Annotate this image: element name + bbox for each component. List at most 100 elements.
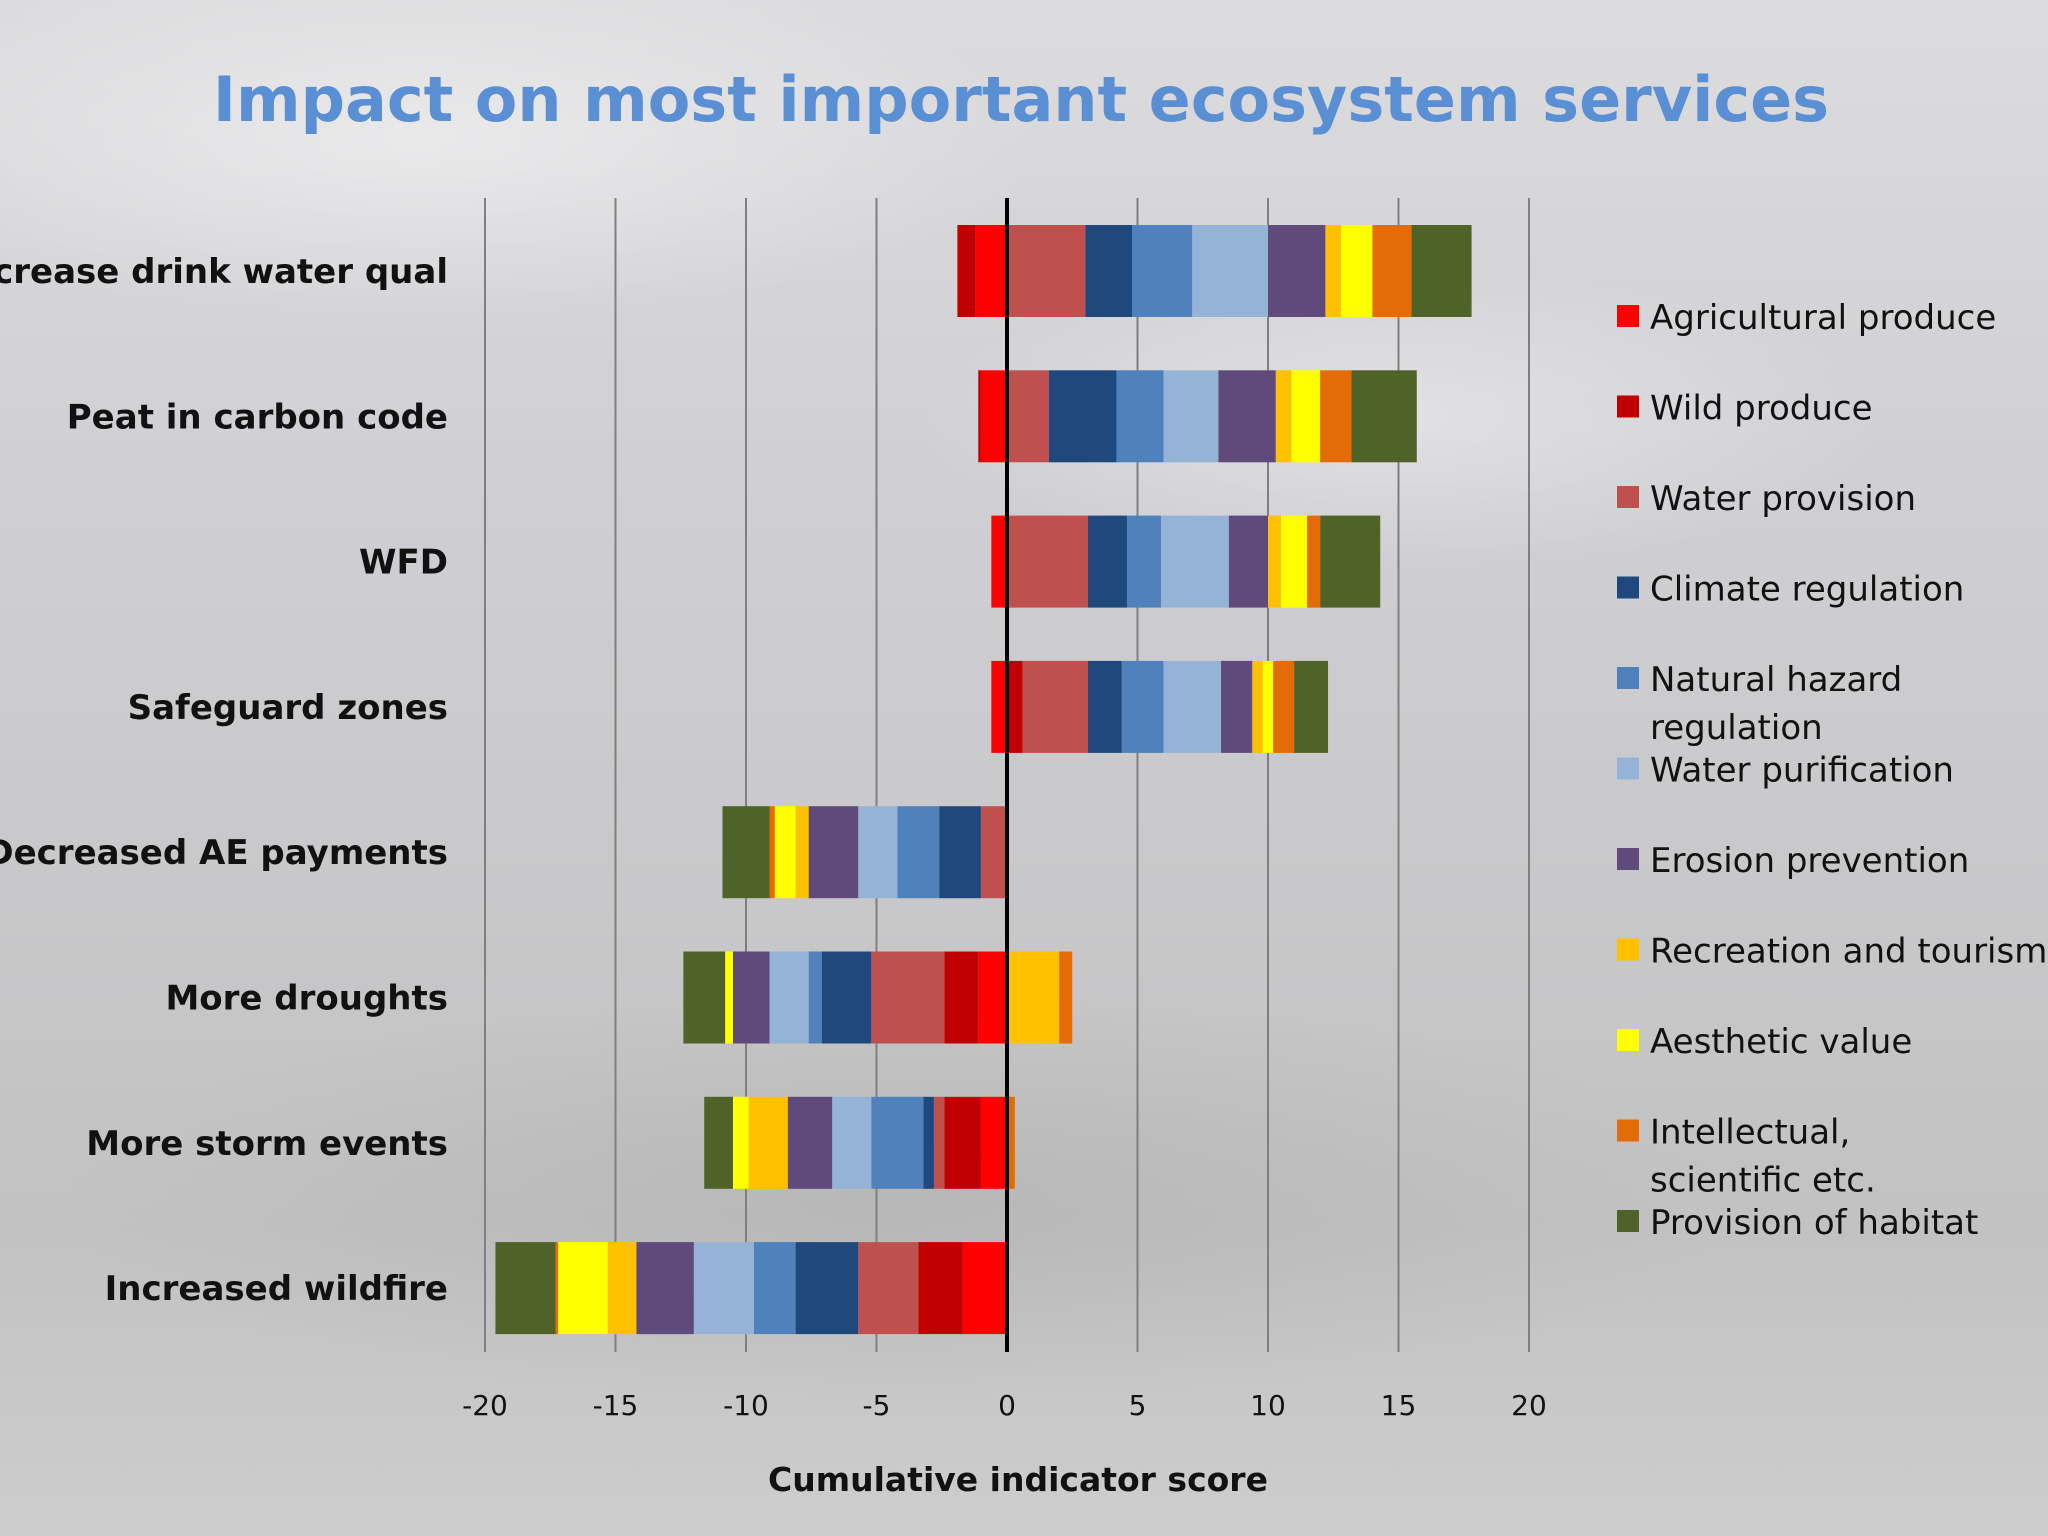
bar-segment	[978, 370, 981, 463]
bar-segment	[558, 1242, 608, 1335]
legend-swatch	[1617, 667, 1639, 689]
bar-segment	[774, 806, 796, 899]
bar-segment	[1411, 225, 1472, 317]
bar-segment	[769, 951, 809, 1044]
x-tick-label: -20	[462, 1389, 508, 1422]
bar-segment	[933, 1096, 945, 1189]
bar-segment	[923, 1096, 934, 1189]
bar-segment	[991, 660, 1007, 753]
x-tick-label: 0	[998, 1389, 1016, 1422]
bar-segment	[1275, 370, 1292, 463]
legend-swatch	[1617, 757, 1639, 780]
bar-segment	[704, 1096, 733, 1189]
bar-segment	[795, 806, 809, 899]
bar-segment	[1087, 515, 1128, 608]
bar-segment	[1007, 660, 1023, 753]
bar-segment	[1325, 225, 1342, 317]
bar-segment	[871, 1096, 924, 1189]
bar-segment	[1341, 225, 1373, 317]
category-label: Decreased AE payments	[0, 833, 448, 873]
bar-segment	[1059, 951, 1073, 1044]
x-tick-label: 20	[1511, 1389, 1547, 1422]
bar-segment	[1132, 225, 1193, 317]
x-tick-label: -10	[723, 1389, 769, 1422]
bar-segment	[722, 806, 770, 899]
bar-segment	[1121, 660, 1164, 753]
bar-segment	[748, 1096, 788, 1189]
legend-swatch	[1617, 486, 1639, 508]
legend: Agricultural produce Wild produce Water pr…	[1617, 298, 2047, 1243]
bar-segment	[1320, 515, 1381, 608]
x-tick-label: -5	[863, 1389, 891, 1422]
legend-entry: Intellectual, scientific etc.	[1650, 1113, 1876, 1201]
bar-segment	[1291, 370, 1321, 463]
bar-segment	[1351, 370, 1417, 463]
bar-segment	[1262, 660, 1274, 753]
bar-segment	[495, 1242, 556, 1335]
bar-segment	[1221, 660, 1253, 753]
bar-segment	[1127, 515, 1161, 608]
bar-segment	[787, 1096, 833, 1189]
bar-segment	[808, 806, 859, 899]
legend-entry: Water provision	[1650, 479, 1916, 519]
bar-segment	[980, 806, 1007, 899]
legend-entry: Agricultural produce	[1650, 298, 1996, 338]
category-label: Increased wildfire	[105, 1269, 448, 1309]
x-tick-labels: -20 -15 -10 -5 0 5 10 15 20	[462, 1389, 1547, 1422]
bar-segment	[725, 951, 733, 1044]
bar-segment	[1007, 370, 1049, 463]
bar-segment	[821, 951, 872, 1044]
x-tick-label: 10	[1250, 1389, 1286, 1422]
bar-segment	[1268, 515, 1282, 608]
bar-segment	[808, 951, 822, 1044]
legend-entry: Climate regulation	[1650, 570, 1964, 610]
legend-entry: Provision of habitat	[1650, 1203, 1978, 1243]
bar-segment	[607, 1242, 637, 1335]
bar-segment	[1228, 515, 1268, 608]
x-tick-label: -15	[593, 1389, 639, 1422]
category-label: More storm events	[86, 1124, 448, 1164]
legend-swatch	[1617, 1029, 1639, 1051]
x-tick-label: 15	[1381, 1389, 1417, 1422]
category-label: Increase drink water qual	[0, 252, 448, 292]
bar-segment	[975, 225, 1007, 317]
bar-segment	[1307, 515, 1321, 608]
bar-segment	[1218, 370, 1276, 463]
bar-segment	[732, 1096, 749, 1189]
bar-segment	[944, 951, 979, 1044]
legend-entry: Aesthetic value	[1650, 1022, 1912, 1062]
category-label: WFD	[359, 543, 448, 583]
bar-segment	[1294, 660, 1329, 753]
bar-segment	[1007, 225, 1086, 317]
bar-segment	[1163, 370, 1219, 463]
bar-segment	[693, 1242, 754, 1335]
bar-segment	[871, 951, 945, 1044]
legend-swatch	[1617, 576, 1639, 599]
bar-segment	[1192, 225, 1268, 317]
legend-swatch	[1617, 938, 1639, 961]
bar-segment	[1087, 660, 1122, 753]
bar-segment	[978, 951, 1007, 1044]
legend-swatch	[1617, 848, 1639, 870]
bar-segment	[683, 951, 726, 1044]
legend-entry: Recreation and tourism	[1650, 932, 2047, 972]
bar-segment	[962, 1242, 1007, 1335]
bar-segment	[832, 1096, 872, 1189]
legend-entry: Natural hazard regulation	[1650, 660, 1902, 748]
bar-segment	[980, 370, 1007, 463]
bar-segment	[1268, 225, 1326, 317]
bar-segment	[1007, 1096, 1015, 1189]
bar-segment	[939, 806, 981, 899]
legend-swatch	[1617, 1119, 1639, 1142]
bar-segment	[732, 951, 770, 1044]
legend-swatch	[1617, 395, 1639, 418]
legend-entry: Erosion prevention	[1650, 841, 1969, 881]
bars	[495, 225, 1472, 1335]
bar-segment	[991, 515, 1007, 608]
bar-segment	[858, 806, 898, 899]
bar-segment	[980, 1096, 1007, 1189]
chart-title: Impact on most important ecosystem servi…	[213, 63, 1829, 136]
bar-segment	[1116, 370, 1164, 463]
category-label: More droughts	[165, 979, 448, 1019]
